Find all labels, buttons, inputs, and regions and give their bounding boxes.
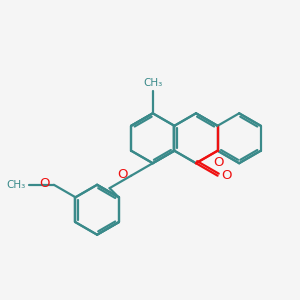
Text: O: O xyxy=(40,177,50,190)
Text: CH₃: CH₃ xyxy=(143,78,162,88)
Text: O: O xyxy=(221,169,232,182)
Text: O: O xyxy=(214,156,224,169)
Text: CH₃: CH₃ xyxy=(7,180,26,190)
Text: O: O xyxy=(117,168,128,181)
